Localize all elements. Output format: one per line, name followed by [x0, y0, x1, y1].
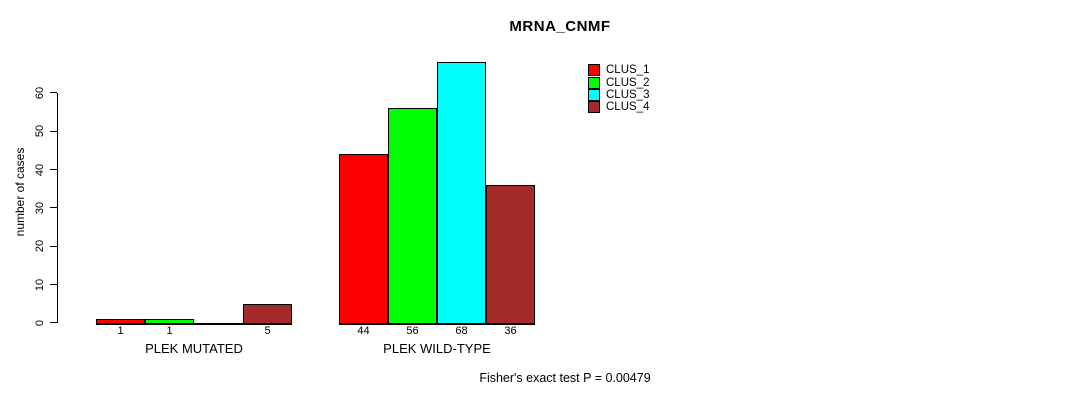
y-axis-tick-label: 30	[34, 201, 46, 215]
legend-swatch-clus_4	[588, 101, 600, 114]
y-axis-tick	[50, 322, 57, 324]
legend-item: CLUS_1	[588, 64, 650, 77]
bar-value-label: 1	[117, 325, 124, 337]
bar-value-label: 56	[406, 325, 419, 337]
bar-value-label: 36	[504, 325, 517, 337]
legend-item: CLUS_4	[588, 101, 650, 114]
bar-clus_4-wildtype	[486, 185, 535, 324]
statistical-test-annotation: Fisher's exact test P = 0.00479	[479, 371, 651, 385]
bar-value-label: 5	[264, 325, 271, 337]
bar-clus_3-wildtype	[437, 62, 486, 324]
legend-label: CLUS_3	[606, 88, 650, 101]
bar-clus_1-mutated	[96, 319, 145, 324]
chart-title: MRNA_CNMF	[509, 18, 611, 35]
bar-clus_4-mutated	[243, 303, 292, 324]
legend: CLUS_1 CLUS_2 CLUS_3 CLUS_4	[588, 64, 649, 114]
bar-value-label: 1	[166, 325, 173, 337]
bar-value-label: 44	[357, 325, 370, 337]
legend-label: CLUS_4	[606, 101, 650, 114]
y-axis-tick-label: 0	[34, 319, 46, 327]
x-axis-category-label: PLEK WILD-TYPE	[383, 341, 491, 356]
y-axis-tick	[50, 207, 57, 209]
x-axis-baseline	[96, 323, 292, 325]
legend-label: CLUS_2	[606, 76, 650, 89]
legend-label: CLUS_1	[606, 64, 650, 77]
x-axis-category-label: PLEK MUTATED	[145, 341, 243, 356]
legend-item: CLUS_2	[588, 76, 650, 89]
y-axis-tick	[50, 283, 57, 285]
y-axis-tick	[50, 130, 57, 132]
legend-item: CLUS_3	[588, 88, 650, 101]
y-axis-tick-label: 20	[34, 240, 46, 253]
y-axis-tick	[50, 168, 57, 170]
legend-swatch-clus_2	[588, 76, 600, 89]
y-axis-tick	[50, 245, 57, 247]
x-axis-baseline	[339, 323, 535, 325]
legend-swatch-clus_3	[588, 88, 600, 101]
y-axis-tick	[50, 92, 57, 94]
bar-clus_2-mutated	[145, 319, 194, 324]
legend-swatch-clus_1	[588, 64, 600, 77]
y-axis-tick-label: 60	[34, 86, 46, 100]
bar-clus_1-wildtype	[339, 154, 388, 324]
y-axis-line	[57, 93, 58, 323]
y-axis-tick-label: 10	[34, 278, 46, 291]
bar-clus_2-wildtype	[388, 108, 437, 324]
y-axis-tick-label: 50	[34, 125, 46, 138]
bar-value-label: 68	[455, 325, 468, 337]
y-axis-tick-label: 40	[34, 163, 46, 176]
